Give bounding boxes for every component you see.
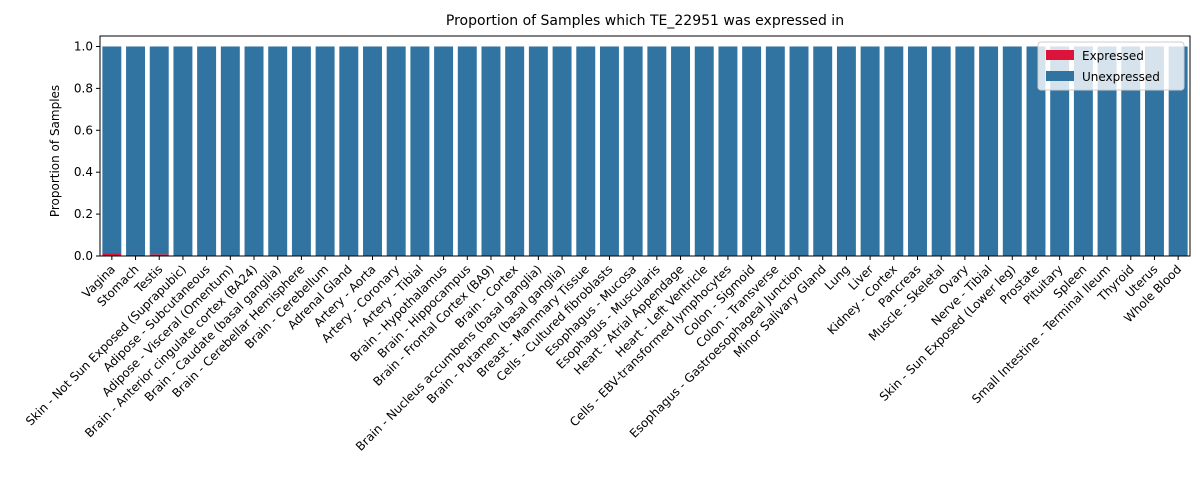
bar-unexpressed	[505, 46, 525, 256]
legend-label: Unexpressed	[1082, 70, 1160, 84]
bar-unexpressed	[1026, 46, 1046, 256]
bar-unexpressed	[457, 46, 477, 256]
bar-unexpressed	[908, 46, 927, 256]
bar-unexpressed	[647, 46, 667, 256]
bar-unexpressed	[789, 46, 809, 256]
bar-unexpressed	[291, 46, 311, 256]
bar-unexpressed	[1121, 46, 1141, 256]
bar-unexpressed	[813, 46, 833, 256]
y-tick-label: 0.8	[74, 81, 93, 95]
legend: Expressed Unexpressed	[1037, 41, 1185, 91]
bar-unexpressed	[244, 46, 264, 256]
bar-unexpressed	[220, 46, 240, 256]
plot-area: 0.00.20.40.60.81.0VaginaStomachTestisSki…	[23, 35, 1191, 454]
bar-unexpressed	[836, 46, 856, 256]
legend-swatch-unexpressed	[1046, 71, 1074, 81]
bar-unexpressed	[363, 46, 382, 256]
bar-unexpressed	[1050, 46, 1070, 256]
bar-expressed	[126, 254, 146, 256]
bar-unexpressed	[1144, 46, 1164, 256]
bar-unexpressed	[1002, 46, 1022, 256]
bar-unexpressed	[765, 46, 785, 256]
bar-unexpressed	[955, 46, 975, 256]
x-tick-label: Lung	[822, 262, 853, 293]
bar-unexpressed	[623, 46, 643, 256]
bar-unexpressed	[386, 46, 406, 256]
bar-expressed	[102, 253, 122, 256]
bar-unexpressed	[126, 46, 146, 255]
bar-unexpressed	[979, 46, 999, 256]
bar-unexpressed	[528, 46, 548, 256]
bar-unexpressed	[197, 46, 217, 256]
y-tick-label: 0.4	[74, 165, 93, 179]
bar-unexpressed	[671, 46, 691, 256]
bar-expressed	[149, 254, 169, 256]
bar-unexpressed	[552, 46, 572, 256]
axes-frame	[99, 35, 1191, 257]
y-tick-label: 0.2	[74, 207, 93, 221]
bar-unexpressed	[315, 46, 335, 256]
bar-unexpressed	[1168, 46, 1188, 256]
bar-unexpressed	[434, 46, 454, 256]
bar-unexpressed	[884, 46, 904, 256]
bar-unexpressed	[102, 46, 122, 254]
y-tick-label: 1.0	[74, 39, 93, 53]
legend-swatch-expressed	[1046, 50, 1074, 60]
bar-unexpressed	[1073, 46, 1093, 256]
bar-unexpressed	[718, 46, 738, 256]
bar-unexpressed	[149, 46, 169, 255]
bar-unexpressed	[339, 46, 359, 256]
legend-box	[1037, 41, 1185, 91]
y-axis-label: Proportion of Samples	[48, 85, 62, 217]
chart-title: Proportion of Samples which TE_22951 was…	[446, 13, 844, 29]
y-tick-label: 0.6	[74, 123, 93, 137]
bar-unexpressed	[694, 46, 714, 256]
bar-unexpressed	[410, 46, 430, 256]
bar-unexpressed	[268, 46, 288, 256]
bar-unexpressed	[173, 46, 193, 256]
bar-unexpressed	[931, 46, 951, 256]
bar-unexpressed	[742, 46, 762, 256]
bar-unexpressed	[576, 46, 596, 256]
bar-unexpressed	[860, 46, 880, 256]
bar-unexpressed	[599, 46, 619, 256]
bar-unexpressed	[481, 46, 501, 256]
bar-unexpressed	[1097, 46, 1117, 256]
legend-label: Expressed	[1082, 49, 1144, 63]
y-tick-label: 0.0	[74, 249, 93, 263]
